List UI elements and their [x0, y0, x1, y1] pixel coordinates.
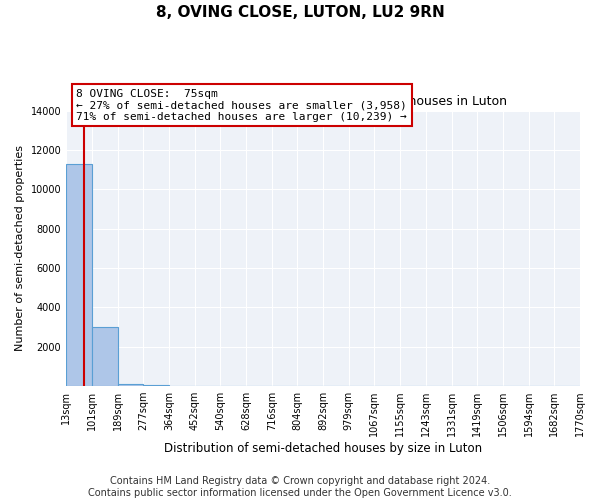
Text: Contains HM Land Registry data © Crown copyright and database right 2024.
Contai: Contains HM Land Registry data © Crown c…	[88, 476, 512, 498]
Y-axis label: Number of semi-detached properties: Number of semi-detached properties	[15, 146, 25, 352]
X-axis label: Distribution of semi-detached houses by size in Luton: Distribution of semi-detached houses by …	[164, 442, 482, 455]
Title: Size of property relative to semi-detached houses in Luton: Size of property relative to semi-detach…	[140, 95, 506, 108]
Text: 8, OVING CLOSE, LUTON, LU2 9RN: 8, OVING CLOSE, LUTON, LU2 9RN	[155, 5, 445, 20]
Bar	[118, 384, 143, 386]
Text: 8 OVING CLOSE:  75sqm
← 27% of semi-detached houses are smaller (3,958)
71% of s: 8 OVING CLOSE: 75sqm ← 27% of semi-detac…	[76, 89, 407, 122]
Bar	[66, 164, 92, 386]
Bar	[143, 385, 169, 386]
Bar	[92, 327, 118, 386]
